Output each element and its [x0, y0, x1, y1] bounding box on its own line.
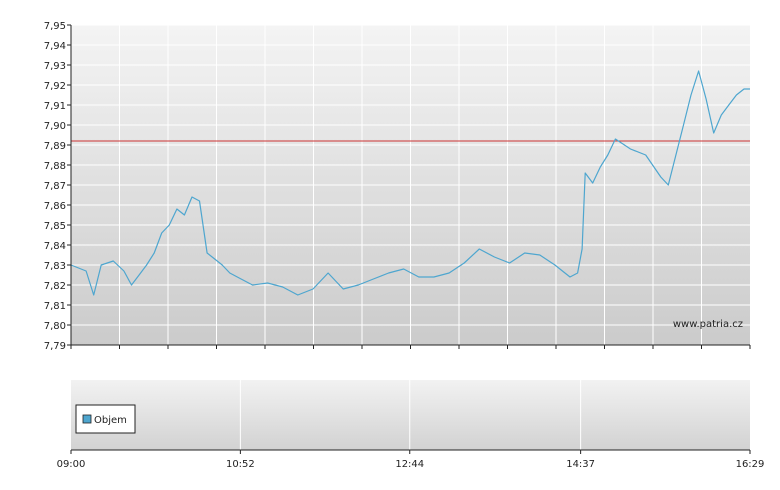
legend-swatch — [82, 414, 92, 424]
y-tick-label: 7,83 — [44, 261, 66, 272]
y-tick-label: 7,92 — [44, 81, 66, 92]
time-tick-label: 09:00 — [57, 459, 86, 470]
y-tick-label: 7,82 — [44, 281, 66, 292]
time-tick-label: 16:29 — [736, 459, 765, 470]
volume-plot-area — [71, 380, 750, 450]
time-tick-label: 14:37 — [566, 459, 595, 470]
price-x-axis-ticks — [70, 345, 751, 349]
price-panel: 7,79 7,80 7,81 7,82 7,83 7,84 7,85 7,86 7,87 7,88… — [44, 21, 751, 352]
y-axis-ticks: 7,79 7,80 7,81 7,82 7,83 7,84 7,85 7,86 7,87 7,88… — [44, 21, 71, 352]
time-tick-label: 10:52 — [226, 459, 255, 470]
y-tick-label: 7,94 — [44, 41, 66, 52]
y-tick-label: 7,86 — [44, 201, 66, 212]
legend-label: Objem — [94, 415, 127, 426]
y-tick-label: 7,87 — [44, 181, 66, 192]
y-tick-label: 7,84 — [44, 241, 66, 252]
y-tick-label: 7,80 — [44, 321, 66, 332]
y-tick-label: 7,79 — [44, 341, 66, 352]
volume-legend: Objem — [75, 404, 136, 434]
time-axis-ticks: 09:00 10:52 12:44 14:37 16:29 — [57, 450, 765, 470]
y-tick-label: 7,93 — [44, 61, 66, 72]
volume-vertical-gridlines — [239, 380, 582, 450]
y-tick-label: 7,90 — [44, 121, 66, 132]
y-tick-label: 7,95 — [44, 21, 66, 32]
volume-panel: Objem 09:00 10:52 12:44 14:37 16:29 — [57, 380, 765, 470]
watermark: www.patria.cz — [673, 319, 743, 330]
y-tick-label: 7,89 — [44, 141, 66, 152]
y-tick-label: 7,85 — [44, 221, 66, 232]
y-tick-label: 7,91 — [44, 101, 66, 112]
y-tick-label: 7,81 — [44, 301, 66, 312]
price-series-line — [70, 70, 750, 296]
time-tick-label: 12:44 — [395, 459, 424, 470]
y-tick-label: 7,88 — [44, 161, 66, 172]
